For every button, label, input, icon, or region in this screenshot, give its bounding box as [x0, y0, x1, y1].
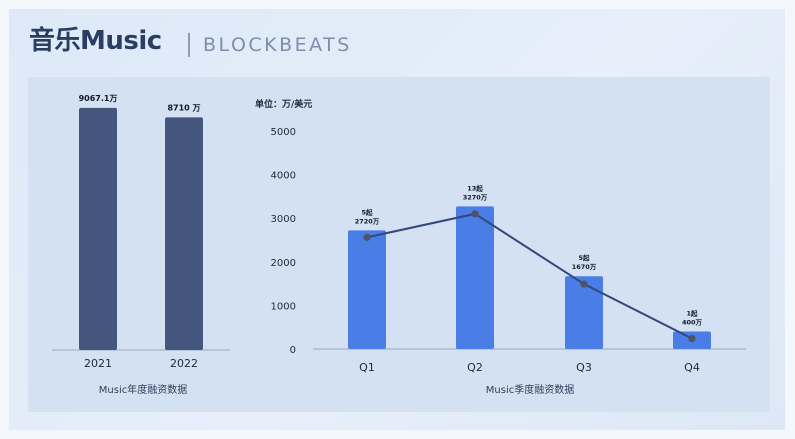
quarter-amount-label-Q3: 1670万 [572, 263, 597, 271]
quarter-bar-Q3 [565, 276, 603, 349]
quarter-x-axis-title: Music季度融资数据 [486, 383, 574, 396]
quarter-deal-count-Q1: 5起 [361, 207, 373, 216]
quarter-amount-label-Q1: 2720万 [355, 217, 380, 225]
annual-tick-label-2021: 2021 [84, 357, 112, 370]
quarter-trend-line [366, 212, 693, 340]
quarter-tick-label-Q4: Q4 [684, 361, 700, 374]
annual-tick-label-2022: 2022 [170, 357, 198, 370]
quarter-tick-label-Q2: Q2 [467, 361, 483, 374]
title-divider [188, 33, 190, 57]
quarter-tick-label-Q1: Q1 [359, 361, 375, 374]
quarter-deal-count-Q3: 5起 [578, 253, 590, 262]
quarter-tick-label-Q3: Q3 [576, 361, 592, 374]
annual-x-axis-title: Music年度融资数据 [99, 383, 187, 396]
page-title: 音乐Music [29, 26, 162, 56]
quarter-y-tick-5000: 5000 [271, 127, 296, 138]
unit-label: 单位：万/美元 [255, 100, 313, 110]
chart-panel [28, 77, 770, 412]
quarter-trend-point-Q1 [363, 233, 371, 241]
quarter-trend-point-Q2 [471, 210, 479, 218]
annual-data-label-2021: 9067.1万 [79, 94, 118, 103]
quarter-y-tick-2000: 2000 [271, 258, 296, 269]
quarter-deal-count-Q4: 1起 [686, 309, 698, 318]
quarter-y-tick-3000: 3000 [271, 214, 296, 225]
annual-bar-2021 [79, 107, 117, 351]
quarter-bar-Q2 [456, 206, 494, 349]
quarter-y-tick-1000: 1000 [271, 301, 296, 312]
brand-logo: BLOCKBEATS [203, 34, 352, 56]
quarter-bar-Q1 [348, 230, 386, 349]
annual-data-label-2022: 8710 万 [167, 103, 200, 112]
quarter-y-tick-0: 0 [290, 345, 296, 356]
quarter-y-tick-4000: 4000 [271, 171, 296, 182]
quarter-trend-point-Q4 [688, 334, 696, 343]
quarter-amount-label-Q2: 3270万 [463, 193, 488, 201]
annual-bar-2022 [165, 117, 203, 350]
quarter-deal-count-Q2: 13起 [467, 183, 483, 192]
quarter-amount-label-Q4: 400万 [682, 319, 703, 327]
quarter-trend-point-Q3 [580, 280, 588, 288]
